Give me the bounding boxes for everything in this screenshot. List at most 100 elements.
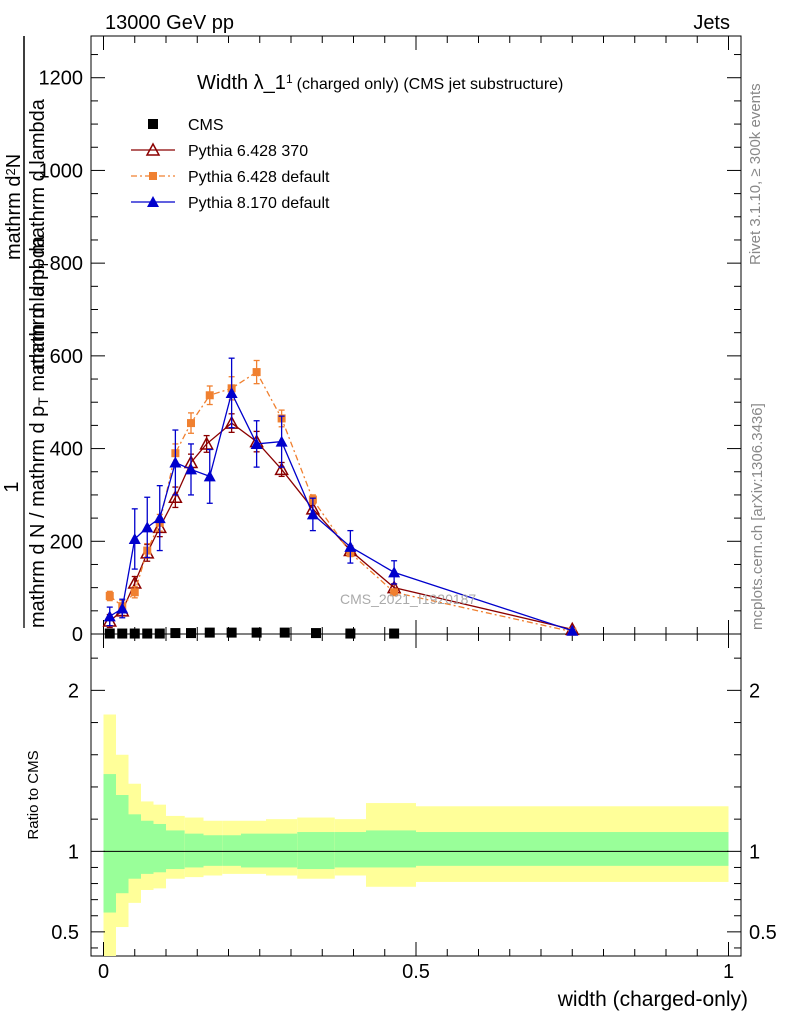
data-point <box>345 628 356 639</box>
data-point <box>168 489 183 503</box>
data-point <box>116 602 129 614</box>
header-left: 13000 GeV pp <box>105 12 234 34</box>
data-point <box>566 624 579 636</box>
ratio-inner-band <box>241 833 266 868</box>
ylabel-factor-den: mathrm d pT mathrm d lambda <box>27 98 51 370</box>
series-layer <box>102 357 580 639</box>
data-point <box>389 628 400 639</box>
data-point <box>388 566 401 578</box>
ylabel-factor-num-sup: 2 <box>3 168 18 175</box>
ratio-frame <box>90 633 742 957</box>
axes: 0 200 400 600 800 1000 1200 0 0.5 1 0.5 0.5 1 1 2 2 <box>39 36 777 983</box>
header-right: Jets <box>693 12 730 34</box>
data-point <box>141 521 154 533</box>
x-axis-label: width (charged-only) <box>557 988 748 1011</box>
ratio-inner-band <box>366 830 416 868</box>
data-point <box>142 628 153 639</box>
ratio-tick-label-right: 0.5 <box>749 922 777 944</box>
y-tick-label: 200 <box>50 531 83 553</box>
ylabel-factor-num-end: N <box>3 154 25 168</box>
ratio-tick-label: 2 <box>68 680 79 702</box>
legend-label: Pythia 6.428 370 <box>188 143 308 160</box>
data-point <box>128 532 141 544</box>
data-point <box>169 456 182 468</box>
data-point <box>147 196 159 207</box>
ratio-inner-band <box>266 833 298 868</box>
legend: CMS Pythia 6.428 370 Pythia 6.428 default P… <box>131 117 330 212</box>
data-point <box>205 391 214 400</box>
y-tick-label: 1000 <box>39 160 84 182</box>
ratio-inner-band <box>153 823 166 873</box>
y-tick-label: 600 <box>50 346 83 368</box>
data-point <box>344 540 357 552</box>
data-point <box>203 470 216 482</box>
data-point <box>145 142 161 156</box>
ratio-inner-band <box>334 832 366 868</box>
ratio-tick-label: 1 <box>68 841 79 863</box>
y-tick-label: 400 <box>50 439 83 461</box>
title-main: Width λ_1 <box>197 72 286 94</box>
data-point <box>275 435 288 447</box>
data-point <box>225 386 238 398</box>
ylabel-den-end: mathrm d lambda <box>27 235 49 397</box>
ratio-inner-band <box>222 835 241 866</box>
data-point <box>148 119 158 129</box>
data-point <box>204 627 215 638</box>
ratio-inner-band <box>141 820 154 874</box>
mcplots-label: mcplots.cern.ch [arXiv:1306.3436] <box>749 403 766 630</box>
data-point <box>170 628 181 639</box>
x-tick-label: 0 <box>98 961 109 983</box>
y-tick-label: 800 <box>50 253 83 275</box>
ratio-inner-band <box>203 835 223 866</box>
ylabel-factor-num: mathrm d2N <box>3 154 25 260</box>
ratio-inner-band <box>297 832 335 870</box>
ratio-inner-band <box>116 795 129 894</box>
y-tick-label: 0 <box>72 624 83 646</box>
ratio-tick-label: 0.5 <box>51 922 79 944</box>
data-point <box>226 627 237 638</box>
title-rest: (charged only) (CMS jet substructure) <box>297 76 564 93</box>
x-tick-label: 0.5 <box>402 961 430 983</box>
data-point <box>130 588 139 597</box>
ylabel-den-sub: T <box>35 397 51 406</box>
data-point <box>390 588 399 597</box>
watermark: CMS_2021_I1920187 <box>340 591 476 607</box>
ratio-bands <box>103 714 729 956</box>
rivet-label: Rivet 3.1.10, ≥ 300k events <box>747 83 764 265</box>
series-0 <box>104 627 400 639</box>
legend-label: Pythia 8.170 default <box>188 195 330 212</box>
ratio-inner-band <box>103 774 116 913</box>
data-point <box>103 610 116 622</box>
data-point <box>252 368 261 377</box>
data-point <box>311 628 321 639</box>
ylabel-factor-den-end: mathrm d lambda <box>27 98 49 260</box>
data-point <box>274 461 289 476</box>
ylabel-denominator: mathrm d N / mathrm d pT mathrm d lambda <box>27 235 51 628</box>
ratio-tick-label-right: 1 <box>749 841 760 863</box>
data-point <box>105 591 114 600</box>
data-point <box>154 628 165 639</box>
ratio-inner-band <box>184 833 204 868</box>
data-point <box>199 436 214 450</box>
series-3 <box>103 357 579 636</box>
y-axis-label: 1 mathrm d N / mathrm d pT mathrm d lamb… <box>1 36 51 628</box>
data-point <box>251 627 262 638</box>
data-point <box>185 463 197 475</box>
data-point <box>153 512 166 524</box>
data-point <box>250 437 263 449</box>
data-point <box>149 172 157 180</box>
data-point <box>186 628 196 639</box>
ratio-y-label: Ratio to CMS <box>25 750 42 839</box>
ylabel-den-main: mathrm d N / mathrm d p <box>27 406 49 628</box>
data-point <box>104 628 115 639</box>
ratio-tick-label-right: 2 <box>749 680 760 702</box>
ratio-inner-band <box>166 830 185 870</box>
data-point <box>187 419 195 428</box>
chart-title: Width λ_11 (charged only) (CMS jet substr… <box>197 72 563 94</box>
x-tick-label: 1 <box>723 961 734 983</box>
ylabel-factor-den-main: mathrm d p <box>27 269 49 370</box>
ylabel-factor-num-main: mathrm d <box>3 176 25 260</box>
legend-label: CMS <box>188 117 224 134</box>
data-point <box>129 628 140 639</box>
